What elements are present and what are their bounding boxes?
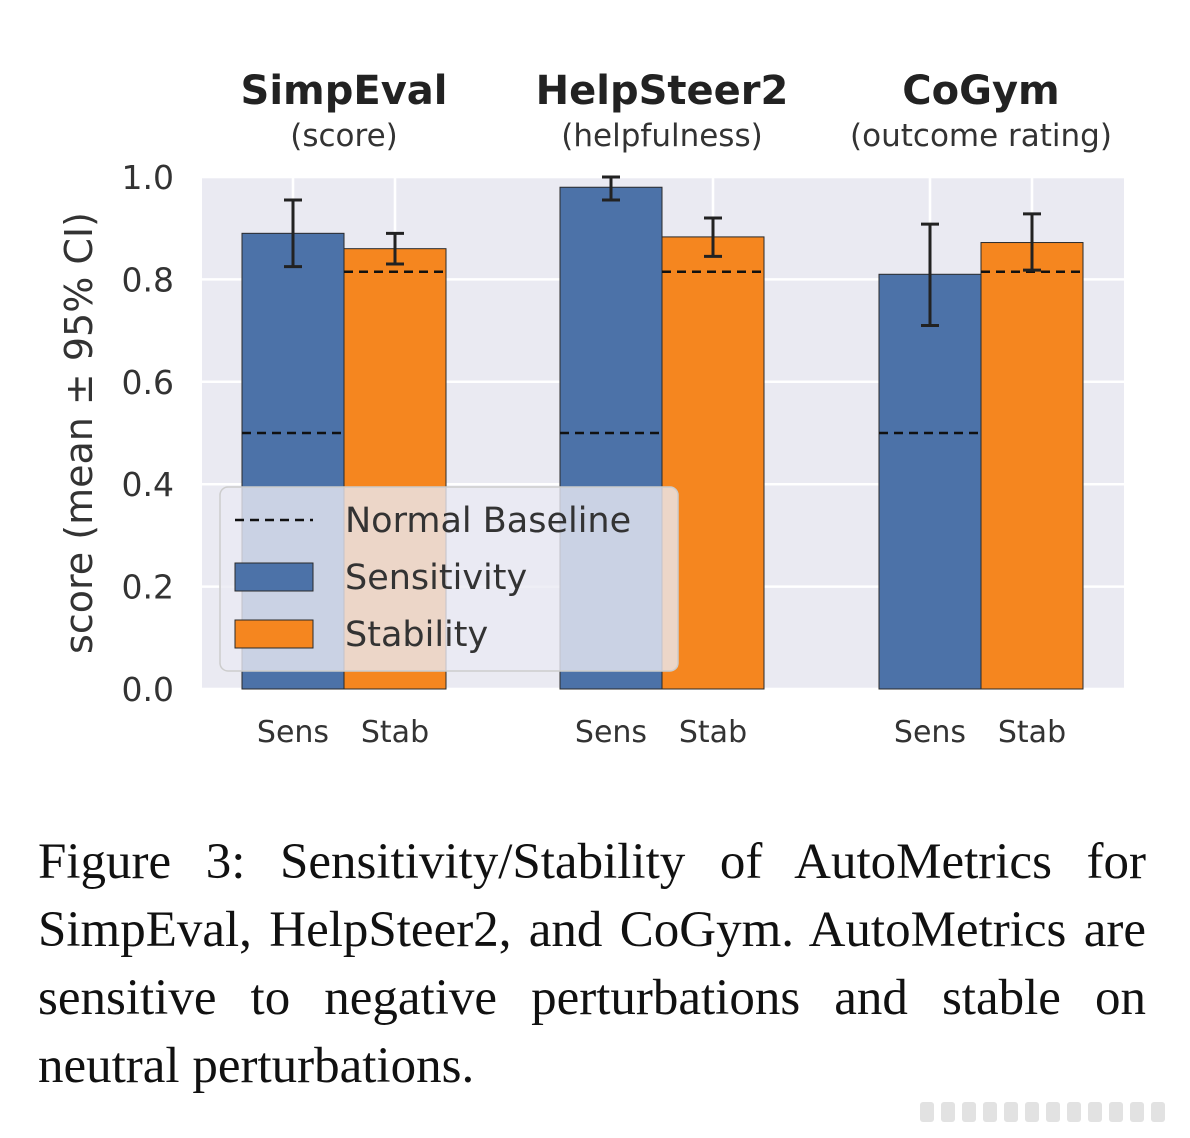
legend-box: [219, 486, 679, 672]
error-bar-stab-cogym: [1023, 212, 1041, 272]
x-tick-label-sens: Sens: [257, 715, 329, 750]
x-tick-label-sens: Sens: [894, 715, 966, 750]
legend-label-stability: Stability: [345, 615, 488, 655]
legend-label-baseline: Normal Baseline: [345, 501, 631, 541]
error-bar-stab-simpeval: [386, 231, 404, 266]
error-bar-sens-cogym: [921, 222, 939, 327]
bar-stab-cogym: [980, 242, 1084, 690]
error-bar-stab-helpsteer2: [704, 216, 722, 258]
group-subtitle-helpsteer2: (helpfulness): [561, 118, 762, 154]
error-bar-sens-simpeval: [284, 198, 302, 269]
group-title-simpeval: SimpEval: [241, 68, 448, 114]
indicator-dot: [962, 1102, 976, 1122]
y-tick-label: 0.0: [122, 670, 174, 709]
x-tick-label-stab: Stab: [361, 715, 429, 750]
y-tick-label: 1.0: [122, 158, 174, 197]
y-tick-label: 0.8: [122, 260, 174, 299]
y-axis-label: score (mean ± 95% CI): [57, 212, 101, 654]
bars-layer: [241, 175, 1084, 690]
figure-chart: 0.0 0.2 0.4 0.6 0.8 1.0 Sens Stab Sens Stab Sens St…: [57, 68, 1124, 750]
indicator-dot: [1067, 1102, 1081, 1122]
group-titles: SimpEval (score) HelpSteer2 (helpfulness) Co…: [241, 68, 1112, 154]
legend: Normal Baseline Sensitivity Stability: [219, 486, 679, 672]
group-title-helpsteer2: HelpSteer2: [536, 68, 789, 114]
legend-swatch-stability: [234, 619, 314, 649]
indicator-dot: [920, 1102, 934, 1122]
indicator-dot: [983, 1102, 997, 1122]
x-tick-label-stab: Stab: [679, 715, 747, 750]
indicator-dot: [1130, 1102, 1144, 1122]
bar-stab-helpsteer2: [661, 236, 765, 690]
x-tick-label-stab: Stab: [998, 715, 1066, 750]
legend-swatch-sensitivity: [234, 562, 314, 592]
indicator-dot: [1088, 1102, 1102, 1122]
y-tick-label: 0.4: [122, 465, 174, 504]
x-tick-label-sens: Sens: [575, 715, 647, 750]
y-tick-label: 0.6: [122, 363, 174, 402]
y-tick-label: 0.2: [122, 568, 174, 607]
indicator-dot: [1004, 1102, 1018, 1122]
indicator-dot: [1025, 1102, 1039, 1122]
bar-sens-cogym: [878, 273, 982, 690]
error-bar-sens-helpsteer2: [602, 175, 620, 202]
page-indicator-dots: [920, 1102, 1165, 1122]
group-subtitle-simpeval: (score): [290, 118, 398, 154]
indicator-dot: [1046, 1102, 1060, 1122]
indicator-dot: [1151, 1102, 1165, 1122]
group-title-cogym: CoGym: [902, 68, 1059, 114]
indicator-dot: [941, 1102, 955, 1122]
figure-caption: Figure 3: Sensitivity/Stability of AutoM…: [38, 834, 1146, 1094]
axes-layer: 0.0 0.2 0.4 0.6 0.8 1.0 Sens Stab Sens Stab Sens St…: [122, 158, 1067, 750]
group-subtitle-cogym: (outcome rating): [850, 118, 1112, 154]
indicator-dot: [1109, 1102, 1123, 1122]
legend-label-sensitivity: Sensitivity: [345, 558, 527, 598]
